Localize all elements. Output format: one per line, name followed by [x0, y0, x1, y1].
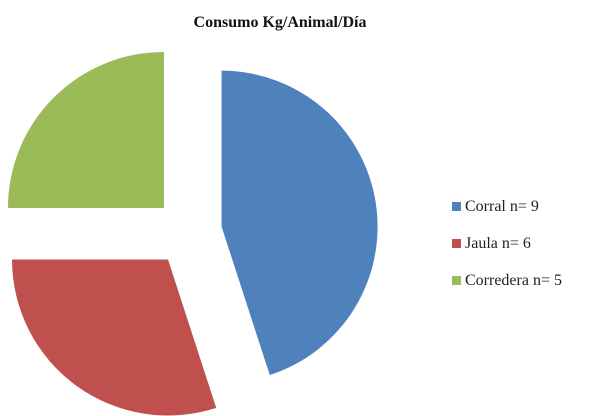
legend-swatch-corral	[452, 202, 461, 211]
legend-item-corredera: Corredera n= 5	[452, 262, 562, 299]
legend: Corral n= 9 Jaula n= 6 Corredera n= 5	[452, 188, 562, 299]
chart-title: Consumo Kg/Animal/Día	[193, 14, 367, 31]
legend-item-corral: Corral n= 9	[452, 188, 562, 225]
pie-slice-corredera	[7, 51, 164, 208]
legend-label-jaula: Jaula n= 6	[465, 234, 531, 252]
legend-item-jaula: Jaula n= 6	[452, 225, 562, 262]
legend-swatch-jaula	[452, 239, 461, 248]
pie-slice-jaula	[12, 259, 217, 416]
legend-swatch-corredera	[452, 276, 461, 285]
legend-label-corredera: Corredera n= 5	[465, 271, 562, 289]
legend-label-corral: Corral n= 9	[465, 197, 539, 215]
pie-slice-corral	[221, 70, 378, 376]
